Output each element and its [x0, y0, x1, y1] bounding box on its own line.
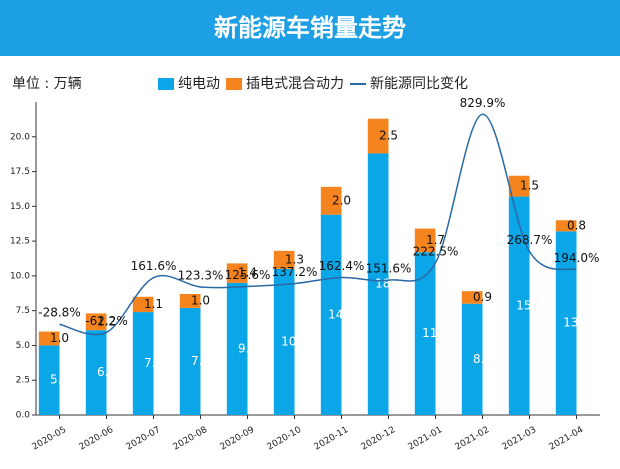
data-label: 18.8	[375, 277, 402, 291]
data-label: 10.5	[281, 334, 308, 348]
line-label: 161.6%	[131, 259, 177, 273]
x-tick-label: 2021-03	[501, 425, 539, 452]
bar	[508, 175, 530, 197]
line-label: 137.2%	[272, 265, 318, 279]
bar	[367, 118, 389, 154]
x-tick-label: 2020-07	[125, 425, 163, 452]
bar	[320, 186, 342, 215]
data-label: 15.7	[516, 298, 543, 312]
bar	[320, 214, 342, 415]
unit-label: 单位 : 万辆	[12, 76, 82, 92]
line-label: -62.2%	[85, 314, 127, 328]
bar	[273, 250, 295, 269]
bar	[38, 345, 60, 415]
y-tick-label: 10.0	[10, 271, 30, 281]
data-label: 7.4	[144, 356, 163, 370]
data-label: 2.0	[332, 193, 351, 207]
x-tick-label: 2020-06	[78, 425, 116, 453]
line-label: 222.5%	[413, 244, 459, 258]
bar	[367, 153, 389, 415]
bar	[508, 196, 530, 415]
y-tick-label: 5.0	[16, 341, 31, 351]
y-tick-label: 20.0	[10, 132, 30, 142]
data-label: 1.7	[426, 233, 445, 247]
y-tick-label: 7.5	[16, 306, 30, 316]
x-tick-label: 2020-05	[31, 425, 69, 452]
bar	[85, 313, 107, 331]
line	[59, 113, 577, 336]
x-tick-label: 2021-01	[407, 425, 445, 452]
y-tick-label: 2.5	[16, 376, 30, 386]
bar	[461, 291, 483, 304]
bar	[226, 282, 248, 415]
y-tick-label: 17.5	[10, 167, 30, 177]
data-label: 1.5	[520, 179, 539, 193]
legend-swatch	[158, 78, 174, 90]
bar	[414, 252, 436, 415]
data-label: 1.0	[50, 331, 69, 345]
bar	[38, 331, 60, 346]
legend-swatch	[226, 78, 242, 90]
bar	[132, 312, 154, 415]
line-label: 194.0%	[554, 251, 600, 265]
x-tick-label: 2020-09	[219, 425, 257, 453]
line-label: 123.3%	[178, 269, 224, 283]
line-label: -28.8%	[38, 306, 80, 320]
data-label: 1.2	[97, 314, 116, 328]
bar	[461, 303, 483, 415]
data-label: 1.4	[238, 266, 257, 280]
x-tick-label: 2021-02	[454, 425, 492, 452]
chart-title: 新能源车销量走势	[214, 14, 406, 42]
data-label: 14.4	[328, 307, 355, 321]
x-tick-label: 2020-10	[266, 425, 304, 453]
y-tick-label: 12.5	[10, 237, 30, 247]
y-tick-label: 15.0	[10, 202, 30, 212]
bar	[179, 293, 201, 308]
line-label: 151.6%	[366, 262, 412, 276]
line-label: 829.9%	[460, 96, 506, 110]
data-label: 0.9	[473, 290, 492, 304]
bar	[179, 307, 201, 415]
data-label: 1.1	[144, 297, 163, 311]
title-banner	[0, 0, 620, 56]
data-label: 7.7	[191, 354, 210, 368]
data-label: 9.5	[238, 341, 257, 355]
data-label: 1.0	[191, 293, 210, 307]
data-label: 8.0	[473, 352, 492, 366]
data-label: 6.1	[97, 365, 116, 379]
bar	[132, 296, 154, 313]
bar	[414, 228, 436, 253]
data-label: 0.8	[567, 218, 586, 232]
data-label: 2.5	[379, 129, 398, 143]
x-tick-label: 2021-04	[548, 425, 586, 453]
line-label: 162.4%	[319, 259, 365, 273]
data-label: 11.7	[422, 326, 449, 340]
x-tick-label: 2020-11	[313, 425, 351, 452]
line-label: 125.6%	[225, 268, 271, 282]
legend-label: 新能源同比变化	[370, 76, 468, 92]
x-tick-label: 2020-12	[360, 425, 398, 452]
legend-label: 插电式混合动力	[246, 76, 344, 92]
x-tick-label: 2020-08	[172, 425, 210, 453]
data-label: 5.0	[50, 373, 69, 387]
y-tick-label: 0.0	[16, 411, 31, 421]
bar	[85, 330, 107, 415]
bar	[555, 231, 577, 415]
data-label: 1.3	[285, 252, 304, 266]
bar	[555, 220, 577, 232]
line-label: 268.7%	[507, 233, 553, 247]
legend-label: 纯电动	[178, 76, 220, 92]
bar	[226, 263, 248, 283]
data-label: 13.2	[563, 316, 590, 330]
bar	[273, 268, 295, 415]
